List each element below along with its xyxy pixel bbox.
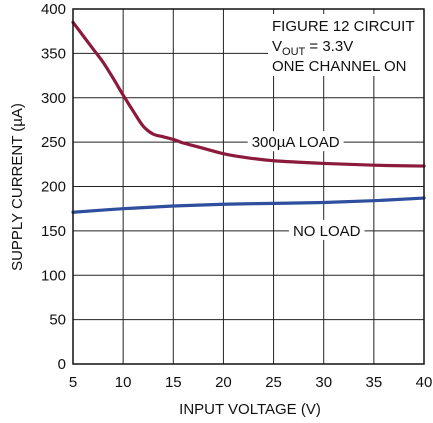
x-tick-label: 10 [115,374,132,391]
x-tick-label: 30 [315,374,332,391]
annotation-vout: VOUT = 3.3V [272,38,353,58]
y-tick-label: 100 [41,267,66,284]
series-line-0 [71,20,426,168]
x-tick-label: 5 [69,374,77,391]
y-tick-label: 150 [41,223,66,240]
y-tick-label: 200 [41,179,66,196]
x-tick-label: 20 [215,374,232,391]
annotation-vout-prefix: V [272,38,282,55]
series-group: 300µA LOAD NO LOAD [71,20,426,240]
annotation-vout-sub: OUT [282,46,306,58]
x-tick-label: 35 [366,374,383,391]
series-line-1 [71,196,426,214]
y-tick-label: 50 [49,312,66,329]
series-label-0: 300µA LOAD [252,134,340,151]
x-tick-label: 40 [416,374,433,391]
annotation-vout-value: = 3.3V [305,38,353,55]
x-tick-label: 15 [165,374,182,391]
y-tick-label: 400 [41,1,66,18]
annotation-channel: ONE CHANNEL ON [272,58,406,75]
y-axis-title: SUPPLY CURRENT (µA) [9,103,26,271]
annotation-figure: FIGURE 12 CIRCUIT [272,18,415,35]
x-tick-label: 25 [265,374,282,391]
series-label-1: NO LOAD [293,223,361,240]
plot-frame [72,8,425,365]
annotation-bg [268,14,424,76]
y-tick-label: 350 [41,45,66,62]
x-axis-title: INPUT VOLTAGE (V) [179,401,321,418]
y-tick-label: 250 [41,134,66,151]
y-tick-label: 0 [58,356,66,373]
circuit-annotation: FIGURE 12 CIRCUIT VOUT = 3.3V ONE CHANNE… [268,14,424,76]
series-label-bg [247,131,344,152]
y-tick-label: 300 [41,90,66,107]
series-label-bg [288,219,365,240]
